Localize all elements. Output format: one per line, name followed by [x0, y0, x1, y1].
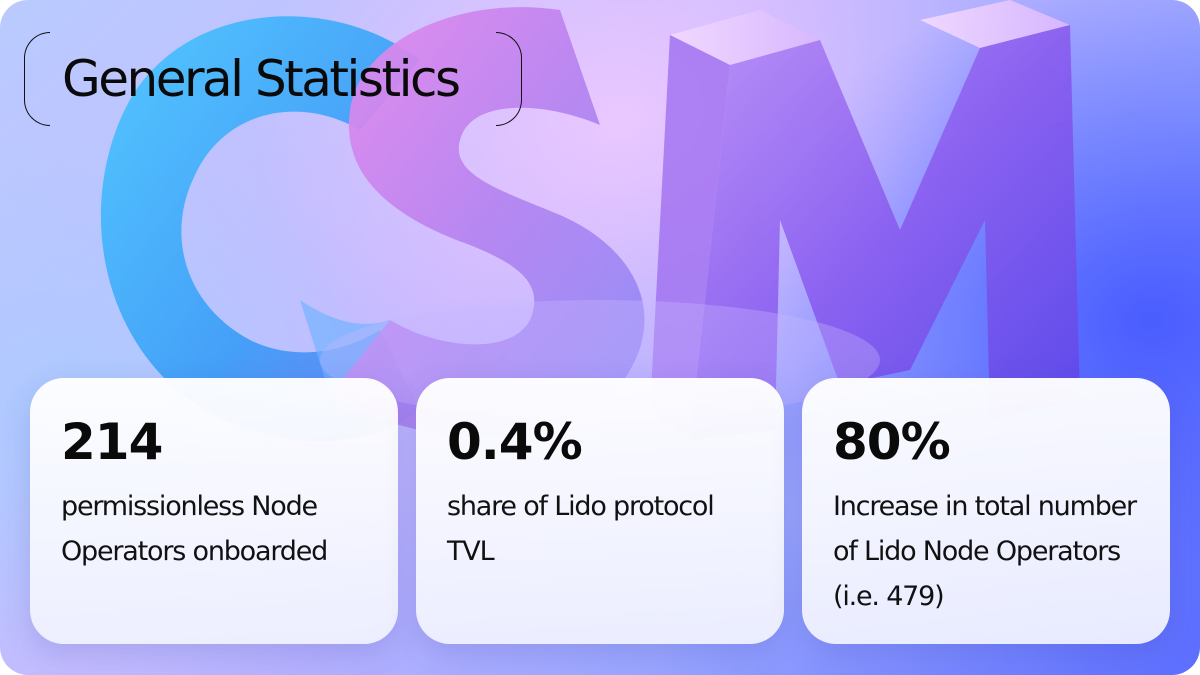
- stat-card-operators-onboarded: 214 permissionless Node Operators onboar…: [30, 378, 398, 644]
- stat-value: 0.4%: [447, 413, 583, 471]
- title-block: General Statistics: [24, 32, 522, 128]
- stat-description: Increase in total number of Lido Node Op…: [833, 491, 1137, 612]
- stat-description: share of Lido protocol TVL: [447, 491, 715, 567]
- letter-s-shape: [300, 7, 645, 437]
- letter-m-shape: [650, 0, 1080, 440]
- page-title: General Statistics: [62, 50, 461, 108]
- letter-c-shape: [100, 16, 420, 442]
- stat-value: 80%: [833, 413, 951, 471]
- stat-card-operator-increase: 80% Increase in total number of Lido Nod…: [802, 378, 1170, 644]
- title-bracket-right: [496, 32, 522, 126]
- stat-card-tvl-share: 0.4% share of Lido protocol TVL: [416, 378, 784, 644]
- stat-description: permissionless Node Operators onboarded: [61, 491, 328, 567]
- title-bracket-left: [24, 32, 50, 126]
- stat-value: 214: [61, 413, 163, 471]
